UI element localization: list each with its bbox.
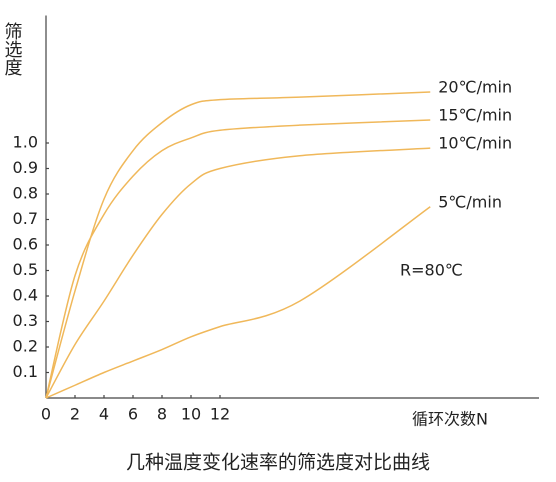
series-line (45, 206, 431, 399)
y-tick-label: 0.1 (13, 362, 38, 381)
y-tick-label: 0.6 (13, 235, 38, 254)
x-tick-label: 0 (41, 405, 51, 424)
x-tick-label: 10 (181, 405, 201, 424)
y-tick-label: 0.3 (13, 311, 38, 330)
x-tick-label: 4 (99, 405, 109, 424)
annotation: R=80℃ (400, 261, 463, 280)
series-label: 10℃/min (438, 134, 512, 153)
y-tick-label: 0.9 (13, 158, 38, 177)
series-label: 15℃/min (438, 106, 512, 125)
series-label: 20℃/min (438, 78, 512, 97)
y-tick-label: 0.8 (13, 184, 38, 203)
x-axis-label: 循环次数N (412, 410, 488, 429)
chart-title: 几种温度变化速率的筛选度对比曲线 (126, 452, 430, 474)
series-line (45, 91, 431, 399)
series-line (45, 147, 431, 399)
x-tick-label: 12 (210, 405, 230, 424)
series-line (45, 119, 431, 399)
x-tick-label: 8 (157, 405, 167, 424)
y-axis-label: 筛选度 (2, 22, 23, 76)
y-tick-label: 0.5 (13, 260, 38, 279)
series-label: 5℃/min (438, 192, 502, 211)
x-tick-label: 6 (128, 405, 138, 424)
x-tick-label: 2 (70, 405, 80, 424)
y-tick-label: 0.4 (13, 286, 38, 305)
y-tick-label: 1.0 (13, 133, 38, 152)
y-tick-label: 0.2 (13, 337, 38, 356)
y-tick-label: 0.7 (13, 209, 38, 228)
